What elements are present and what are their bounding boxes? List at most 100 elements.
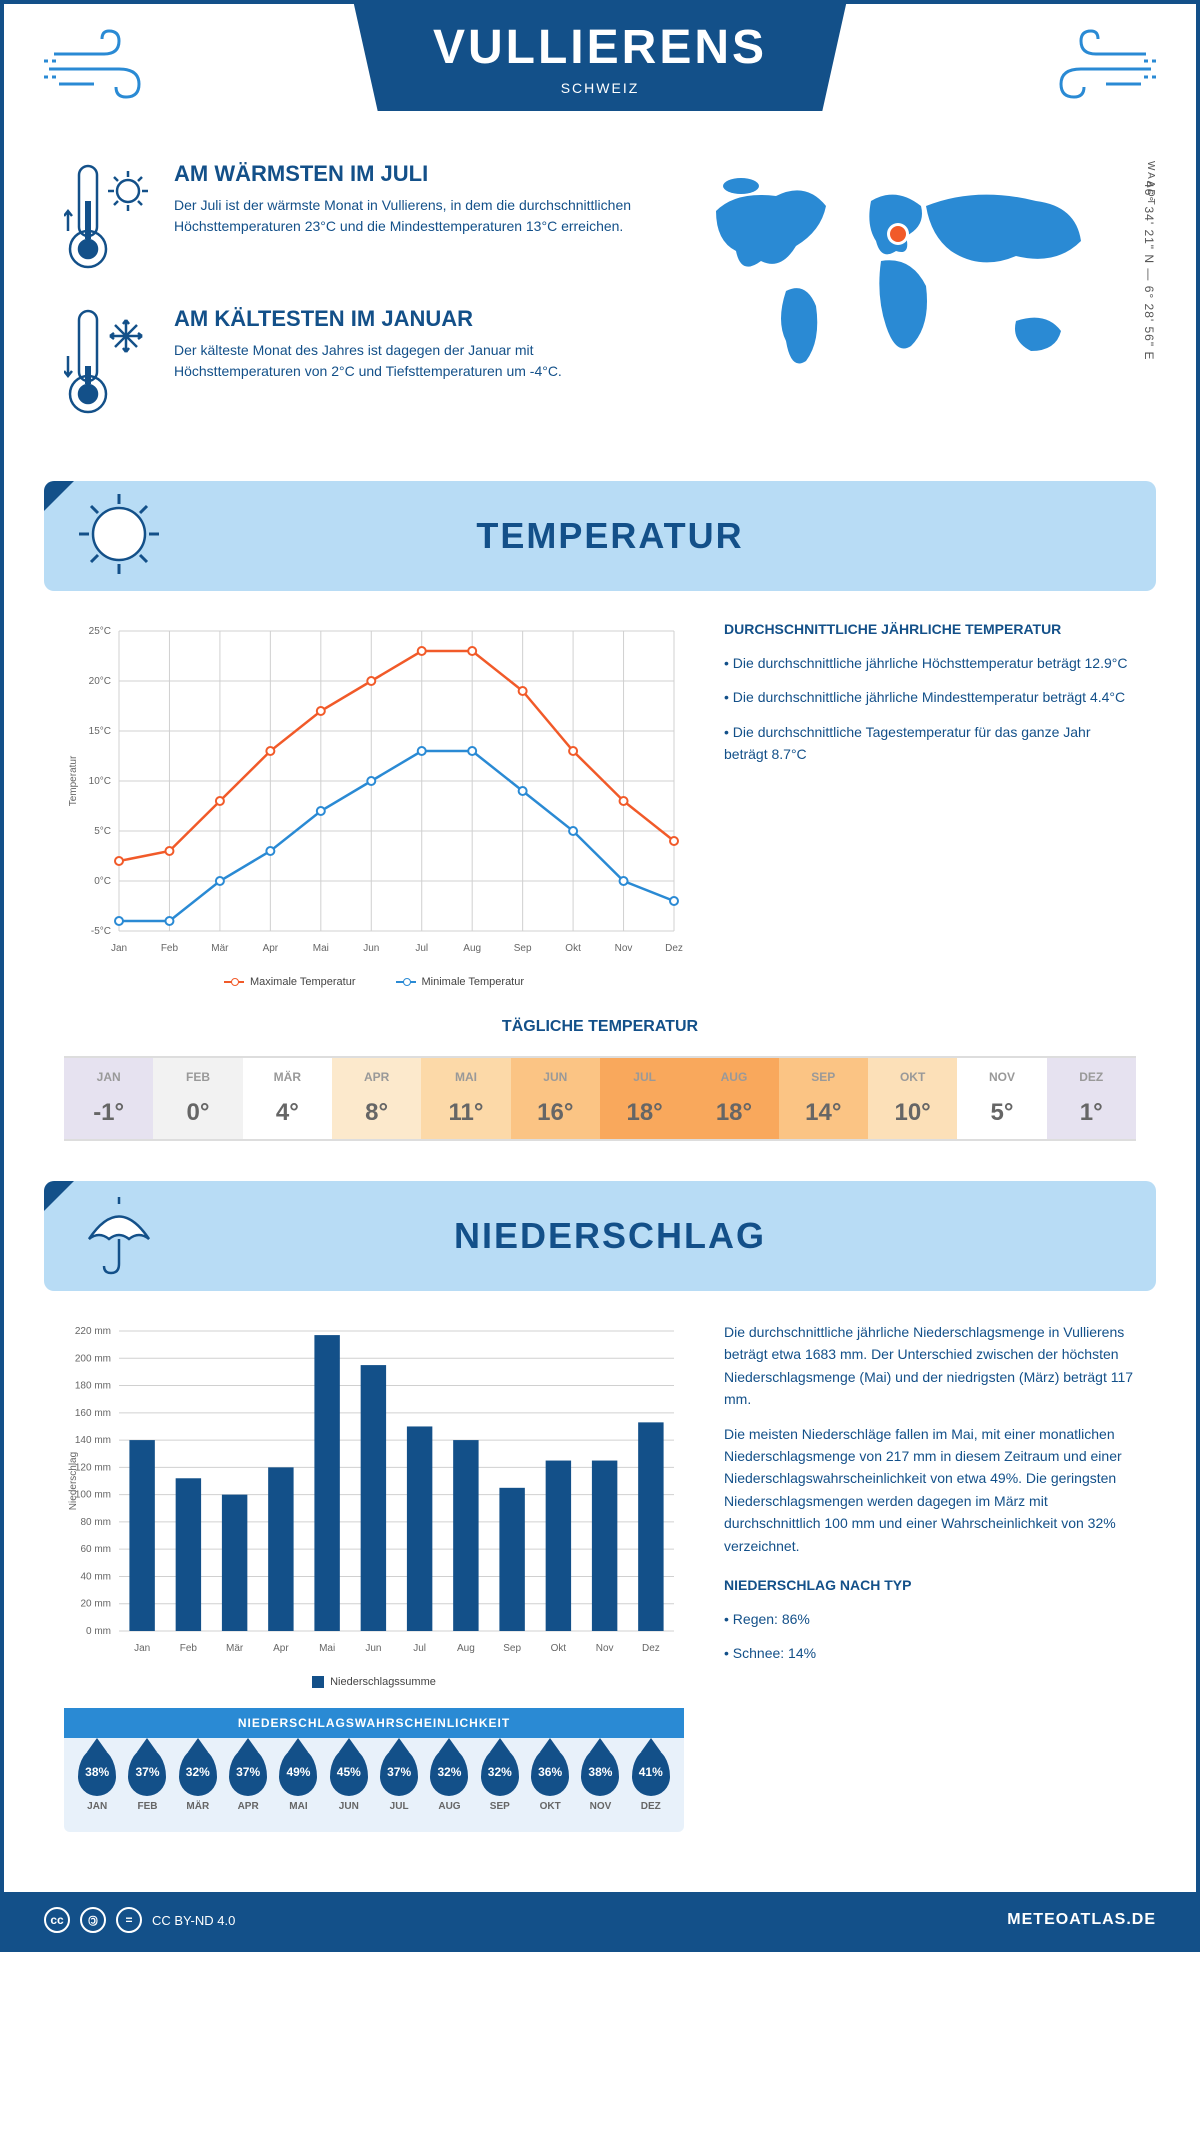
svg-text:25°C: 25°C xyxy=(89,626,111,637)
overview-section: AM WÄRMSTEN IM JULI Der Juli ist der wär… xyxy=(4,141,1196,481)
svg-text:Jan: Jan xyxy=(111,943,127,954)
city-title: VULLIERENS xyxy=(433,20,767,75)
nd-icon: = xyxy=(116,1907,142,1933)
svg-text:40 mm: 40 mm xyxy=(80,1571,111,1582)
precipitation-probability-panel: NIEDERSCHLAGSWAHRSCHEINLICHKEIT 38%JAN37… xyxy=(64,1708,684,1832)
svg-text:Jun: Jun xyxy=(363,943,379,954)
daily-temp-cell: AUG18° xyxy=(689,1058,778,1139)
svg-text:Jul: Jul xyxy=(413,1643,426,1654)
precip-prob-cell: 37%FEB xyxy=(122,1748,172,1812)
svg-text:-5°C: -5°C xyxy=(91,926,111,937)
daily-temp-cell: JAN-1° xyxy=(64,1058,153,1139)
map-column: WAADT 46° 34' 21" N — 6° 28' 56" E xyxy=(686,161,1136,451)
coldest-text: AM KÄLTESTEN IM JANUAR Der kälteste Mona… xyxy=(174,306,656,421)
svg-text:60 mm: 60 mm xyxy=(80,1544,111,1555)
precip-para-1: Die durchschnittliche jährliche Niedersc… xyxy=(724,1321,1136,1411)
svg-text:15°C: 15°C xyxy=(89,726,111,737)
footer: cc 🄯 = CC BY-ND 4.0 METEOATLAS.DE xyxy=(4,1892,1196,1948)
svg-text:Temperatur: Temperatur xyxy=(68,755,79,806)
temperature-line-chart: -5°C 0°C 5°C 10°C 15°C 20°C 25°C Jan Feb Mär Apr Ma… xyxy=(64,621,684,988)
daily-temp-cell: MÄR4° xyxy=(243,1058,332,1139)
svg-text:160 mm: 160 mm xyxy=(75,1408,111,1419)
svg-text:Aug: Aug xyxy=(457,1643,475,1654)
svg-text:0°C: 0°C xyxy=(94,876,111,887)
daily-temp-cell: SEP14° xyxy=(779,1058,868,1139)
svg-text:Jan: Jan xyxy=(134,1643,150,1654)
daily-temp-cell: OKT10° xyxy=(868,1058,957,1139)
svg-text:220 mm: 220 mm xyxy=(75,1326,111,1337)
temperature-chart-row: -5°C 0°C 5°C 10°C 15°C 20°C 25°C Jan Feb Mär Apr Ma… xyxy=(4,621,1196,1018)
by-icon: 🄯 xyxy=(80,1907,106,1933)
precip-prob-cell: 36%OKT xyxy=(525,1748,575,1812)
license-text: CC BY-ND 4.0 xyxy=(152,1913,235,1928)
svg-text:20°C: 20°C xyxy=(89,676,111,687)
coldest-fact: AM KÄLTESTEN IM JANUAR Der kälteste Mona… xyxy=(64,306,656,421)
precip-para-2: Die meisten Niederschläge fallen im Mai,… xyxy=(724,1423,1136,1557)
coldest-title: AM KÄLTESTEN IM JANUAR xyxy=(174,306,656,332)
legend-min: Minimale Temperatur xyxy=(422,976,525,988)
svg-text:5°C: 5°C xyxy=(94,826,111,837)
coldest-body: Der kälteste Monat des Jahres ist dagege… xyxy=(174,340,656,382)
legend-max: Maximale Temperatur xyxy=(250,976,356,988)
svg-text:Jun: Jun xyxy=(365,1643,381,1654)
precip-prob-cell: 32%SEP xyxy=(475,1748,525,1812)
umbrella-icon xyxy=(74,1189,164,1284)
svg-text:80 mm: 80 mm xyxy=(80,1517,111,1528)
precip-type-1: • Regen: 86% xyxy=(724,1608,1136,1630)
thermometer-hot-icon xyxy=(64,161,154,276)
daily-temp-heading: TÄGLICHE TEMPERATUR xyxy=(64,1018,1136,1036)
svg-text:Dez: Dez xyxy=(642,1643,660,1654)
temp-bullet-2: • Die durchschnittliche jährliche Mindes… xyxy=(724,686,1136,708)
daily-temp-cell: MAI11° xyxy=(421,1058,510,1139)
country-subtitle: SCHWEIZ xyxy=(433,80,767,96)
svg-text:Okt: Okt xyxy=(565,943,581,954)
svg-text:Sep: Sep xyxy=(503,1643,521,1654)
svg-text:Sep: Sep xyxy=(514,943,532,954)
svg-text:Apr: Apr xyxy=(273,1643,289,1654)
precipitation-summary: Die durchschnittliche jährliche Niedersc… xyxy=(724,1321,1136,1832)
svg-text:Apr: Apr xyxy=(263,943,279,954)
temperature-heading: TEMPERATUR xyxy=(164,515,1156,557)
precipitation-bar-chart: 0 mm20 mm40 mm60 mm80 mm100 mm120 mm140 … xyxy=(64,1321,684,1832)
bar-chart-legend: Niederschlagssumme xyxy=(64,1676,684,1688)
svg-text:0 mm: 0 mm xyxy=(86,1626,111,1637)
svg-text:Mai: Mai xyxy=(313,943,329,954)
temp-summary-title: DURCHSCHNITTLICHE JÄHRLICHE TEMPERATUR xyxy=(724,621,1136,637)
svg-text:10°C: 10°C xyxy=(89,776,111,787)
svg-text:200 mm: 200 mm xyxy=(75,1353,111,1364)
svg-text:Mär: Mär xyxy=(211,943,229,954)
site-name: METEOATLAS.DE xyxy=(1007,1911,1156,1929)
warmest-body: Der Juli ist der wärmste Monat in Vullie… xyxy=(174,195,656,237)
precipitation-chart-row: 0 mm20 mm40 mm60 mm80 mm100 mm120 mm140 … xyxy=(4,1321,1196,1862)
legend-precip: Niederschlagssumme xyxy=(330,1676,436,1688)
daily-temp-cell: APR8° xyxy=(332,1058,421,1139)
title-banner: VULLIERENS SCHWEIZ xyxy=(353,0,847,111)
precip-prob-cell: 37%APR xyxy=(223,1748,273,1812)
daily-temp-cell: JUN16° xyxy=(511,1058,600,1139)
warmest-title: AM WÄRMSTEN IM JULI xyxy=(174,161,656,187)
temp-bullet-1: • Die durchschnittliche jährliche Höchst… xyxy=(724,652,1136,674)
wind-icon xyxy=(1036,29,1156,114)
precip-prob-cell: 38%NOV xyxy=(575,1748,625,1812)
warmest-text: AM WÄRMSTEN IM JULI Der Juli ist der wär… xyxy=(174,161,656,276)
svg-text:Mär: Mär xyxy=(226,1643,244,1654)
precip-prob-cell: 38%JAN xyxy=(72,1748,122,1812)
svg-text:Dez: Dez xyxy=(665,943,683,954)
svg-text:20 mm: 20 mm xyxy=(80,1599,111,1610)
svg-text:Nov: Nov xyxy=(596,1643,614,1654)
svg-text:180 mm: 180 mm xyxy=(75,1381,111,1392)
header: VULLIERENS SCHWEIZ xyxy=(4,4,1196,141)
precip-prob-cell: 32%AUG xyxy=(424,1748,474,1812)
svg-text:Niederschlag: Niederschlag xyxy=(68,1452,79,1510)
svg-text:Feb: Feb xyxy=(161,943,179,954)
wind-icon xyxy=(44,29,164,114)
thermometer-cold-icon xyxy=(64,306,154,421)
svg-text:Jul: Jul xyxy=(415,943,428,954)
svg-text:Mai: Mai xyxy=(319,1643,335,1654)
cc-icon: cc xyxy=(44,1907,70,1933)
precip-type-title: NIEDERSCHLAG NACH TYP xyxy=(724,1577,1136,1593)
precipitation-section-header: NIEDERSCHLAG xyxy=(44,1181,1156,1291)
precip-prob-cell: 32%MÄR xyxy=(173,1748,223,1812)
warmest-fact: AM WÄRMSTEN IM JULI Der Juli ist der wär… xyxy=(64,161,656,276)
svg-text:100 mm: 100 mm xyxy=(75,1490,111,1501)
